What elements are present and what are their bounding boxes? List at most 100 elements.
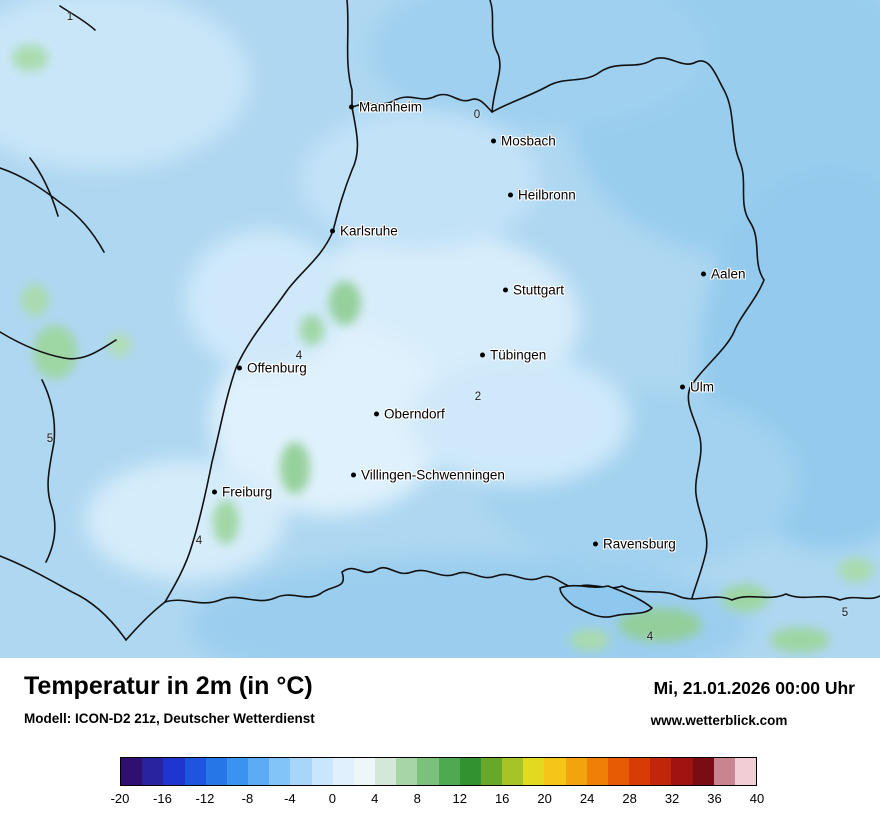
city-label: Heilbronn <box>518 187 576 203</box>
contour-label: 1 <box>66 11 74 23</box>
legend-segment <box>565 758 587 785</box>
legend-segment <box>290 758 312 785</box>
city-marker: Tübingen <box>480 348 546 363</box>
city-layer: Mannheim Mosbach Heilbronn Karlsruhe Aalen St… <box>46 11 849 643</box>
legend-tick-label: 32 <box>664 791 680 806</box>
city-marker: Villingen-Schwenningen <box>351 468 505 483</box>
city-marker: Stuttgart <box>503 283 564 298</box>
city-label: Karlsruhe <box>340 223 398 239</box>
contour-label: 4 <box>195 535 203 547</box>
city-dot <box>593 541 598 547</box>
forecast-datetime: Mi, 21.01.2026 00:00 Uhr <box>653 678 855 698</box>
border-lines <box>0 0 880 641</box>
legend-segment <box>142 758 164 785</box>
contour-label: 4 <box>295 350 303 362</box>
website-url: www.wetterblick.com <box>650 713 788 728</box>
legend-tick-label: 28 <box>622 791 637 806</box>
legend-segment <box>396 758 418 785</box>
city-label: Aalen <box>711 266 746 282</box>
city-dot <box>491 138 496 144</box>
legend-segment <box>184 758 206 785</box>
legend-tick-label: -8 <box>241 791 254 806</box>
city-marker: Offenburg <box>237 361 307 376</box>
legend-segment <box>459 758 481 785</box>
city-dot <box>503 287 508 293</box>
page-title: Temperatur in 2m (in °C) <box>24 672 313 700</box>
city-dot <box>680 384 685 390</box>
green-patches <box>12 45 874 653</box>
contour-label: 4 <box>646 631 654 643</box>
legend-segment <box>629 758 651 785</box>
legend-segment <box>692 758 714 785</box>
legend-segment <box>269 758 291 785</box>
legend-segment <box>480 758 503 785</box>
contour-label: 5 <box>841 607 849 619</box>
legend-tick-label: -12 <box>195 791 215 806</box>
temperature-shading <box>0 0 880 658</box>
legend-tick-label: 20 <box>537 791 552 806</box>
legend-segment <box>353 758 376 785</box>
legend-tick-label: 16 <box>494 791 510 806</box>
city-label: Tübingen <box>490 347 547 363</box>
city-marker: Mosbach <box>491 134 556 149</box>
city-label: Ulm <box>690 379 714 395</box>
city-label: Mannheim <box>359 99 423 115</box>
city-marker: Karlsruhe <box>330 224 398 239</box>
city-dot <box>374 411 379 417</box>
contour-label: 0 <box>473 109 481 121</box>
city-label: Offenburg <box>247 360 307 376</box>
city-label: Mosbach <box>501 133 556 149</box>
legend-bar <box>120 757 757 786</box>
city-label: Oberndorf <box>384 406 445 422</box>
contour-label: 5 <box>46 433 54 445</box>
legend-segment <box>121 758 143 785</box>
temperature-map: Mannheim Mosbach Heilbronn Karlsruhe Aalen St… <box>0 0 880 658</box>
city-marker: Mannheim <box>349 100 422 115</box>
city-marker: Ulm <box>680 380 714 395</box>
city-marker: Oberndorf <box>374 407 445 422</box>
legend-segment <box>734 758 757 785</box>
city-dot <box>508 192 513 198</box>
legend-tick-label: -20 <box>110 791 130 806</box>
city-marker: Heilbronn <box>508 188 576 203</box>
legend-segment <box>375 758 397 785</box>
city-marker: Aalen <box>701 267 746 282</box>
city-dot <box>480 352 485 358</box>
city-dot <box>237 365 242 371</box>
city-dot <box>701 271 706 277</box>
city-label: Villingen-Schwenningen <box>361 467 505 483</box>
legend-tick-label: 4 <box>371 791 379 806</box>
legend-segment <box>311 758 333 785</box>
legend-segment <box>586 758 608 785</box>
city-label: Freiburg <box>222 484 273 500</box>
legend-tick-label: -4 <box>284 791 296 806</box>
city-marker: Ravensburg <box>593 537 676 552</box>
footer: Temperatur in 2m (in °C) Modell: ICON-D2… <box>0 658 880 830</box>
legend-tick-label: 8 <box>413 791 421 806</box>
legend-segment <box>438 758 460 785</box>
legend-tick-label: 0 <box>328 791 336 806</box>
model-info: Modell: ICON-D2 21z, Deutscher Wetterdie… <box>24 711 315 726</box>
city-dot <box>351 472 356 478</box>
legend-segment <box>332 758 354 785</box>
legend-segment <box>248 758 270 785</box>
legend-segment <box>544 758 566 785</box>
city-label: Ravensburg <box>603 536 676 552</box>
city-dot <box>212 489 217 495</box>
city-label: Stuttgart <box>513 282 565 298</box>
legend-tick-label: 12 <box>452 791 467 806</box>
legend-tick-label: -16 <box>153 791 172 806</box>
legend-segment <box>523 758 545 785</box>
legend-segment <box>226 758 249 785</box>
legend-ticks: -20 -16 -12 -8 -4 0 4 8 12 16 20 24 28 32 36 40 <box>111 791 765 809</box>
city-dot <box>349 104 354 110</box>
legend-segment <box>163 758 185 785</box>
contour-label: 2 <box>474 391 482 403</box>
legend-segment <box>417 758 439 785</box>
legend-segment <box>607 758 630 785</box>
legend-segment <box>205 758 227 785</box>
legend-tick-label: 40 <box>749 791 765 806</box>
city-marker: Freiburg <box>212 485 272 500</box>
legend-segment <box>671 758 693 785</box>
